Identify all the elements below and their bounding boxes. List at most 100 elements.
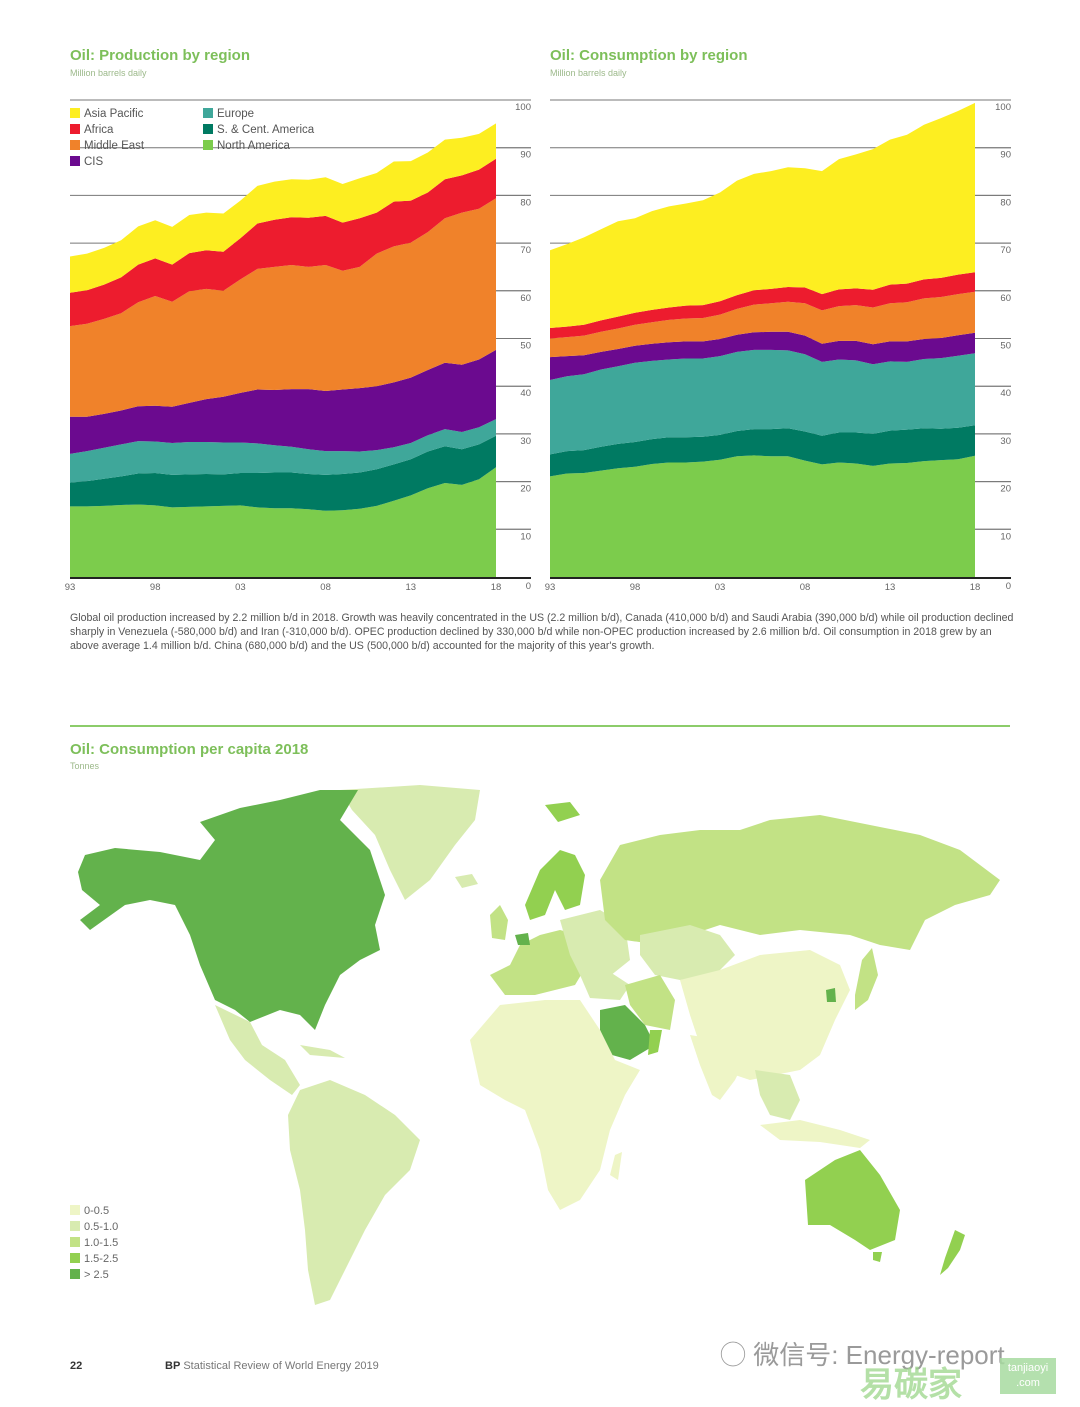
area-north-america xyxy=(550,455,975,577)
legend-label: Middle East xyxy=(84,140,145,152)
x-tick-label: 98 xyxy=(150,582,161,593)
y-tick-label: 40 xyxy=(520,388,531,399)
x-tick-label: 08 xyxy=(320,582,331,593)
y-tick-label: 60 xyxy=(1000,293,1011,304)
map-region-indonesia xyxy=(760,1120,870,1148)
area-africa xyxy=(70,158,496,327)
swatch-icon xyxy=(70,1269,80,1279)
legend-label: Asia Pacific xyxy=(84,108,144,120)
map-region-se-asia xyxy=(755,1070,800,1120)
page-number: 22 xyxy=(70,1360,83,1372)
legend-label: 0.5-1.0 xyxy=(84,1221,119,1233)
watermark-logo: 易碳家 xyxy=(860,1366,962,1404)
area-series xyxy=(550,102,975,577)
legend-item-africa: Africa xyxy=(70,123,113,137)
y-tick-label: 60 xyxy=(520,293,531,304)
map-legend-item: 1.0-1.5 xyxy=(70,1235,118,1251)
map-legend-item: 1.5-2.5 xyxy=(70,1251,118,1267)
area-asia-pacific xyxy=(70,123,496,293)
legend-label: 0-0.5 xyxy=(84,1205,110,1217)
x-tick-label: 03 xyxy=(235,582,246,593)
swatch-icon xyxy=(70,1205,80,1215)
y-tick-label: 90 xyxy=(1000,150,1011,161)
legend-item-europe: Europe xyxy=(203,107,254,121)
legend-label: Africa xyxy=(84,124,114,136)
world-map xyxy=(78,785,1000,1305)
legend-item-asia-pacific: Asia Pacific xyxy=(70,107,143,121)
y-tick-label: 40 xyxy=(1000,388,1011,399)
section-divider xyxy=(70,725,1010,727)
consumption-chart-subtitle: Million barrels daily xyxy=(550,68,627,78)
legend-item-middle-east: Middle East xyxy=(70,139,144,153)
area-series xyxy=(70,123,496,577)
map-region-turkey xyxy=(580,972,630,1000)
x-tick-label: 13 xyxy=(885,582,896,593)
y-tick-label: 20 xyxy=(520,484,531,495)
area-s-cent-america xyxy=(550,425,975,477)
y-tick-label: 0 xyxy=(526,581,531,592)
area-cis xyxy=(70,349,496,454)
map-region-caribbean xyxy=(300,1045,345,1058)
y-tick-label: 80 xyxy=(520,197,531,208)
map-region-western-europe xyxy=(490,930,590,995)
map-region-benelux xyxy=(515,933,530,945)
legend-item-s-cent-america: S. & Cent. America xyxy=(203,123,314,137)
swatch-icon xyxy=(203,108,213,118)
legend-label: North America xyxy=(217,140,290,152)
area-asia-pacific xyxy=(550,102,975,329)
area-europe xyxy=(550,349,975,455)
swatch-icon xyxy=(70,1253,80,1263)
map-region-saudi-arabia xyxy=(600,1005,655,1060)
map-title: Oil: Consumption per capita 2018 xyxy=(70,741,309,758)
map-region-new-zealand xyxy=(940,1230,965,1275)
map-legend-item: > 2.5 xyxy=(70,1267,118,1283)
y-tick-label: 70 xyxy=(520,245,531,256)
map-region-russia xyxy=(600,815,1000,950)
body-text: Global oil production increased by 2.2 m… xyxy=(70,612,1014,652)
map-region-south-korea xyxy=(826,988,836,1002)
area-middle-east xyxy=(70,198,496,417)
area-middle-east xyxy=(550,291,975,358)
footer-publication: Statistical Review of World Energy 2019 xyxy=(183,1360,379,1372)
swatch-icon xyxy=(70,1237,80,1247)
swatch-icon xyxy=(70,124,80,134)
map-legend-item: 0.5-1.0 xyxy=(70,1219,118,1235)
area-europe xyxy=(70,419,496,483)
x-tick-label: 08 xyxy=(800,582,811,593)
y-tick-label: 50 xyxy=(520,341,531,352)
legend-item-cis: CIS xyxy=(70,155,103,169)
legend-label: > 2.5 xyxy=(84,1269,109,1281)
area-africa xyxy=(550,272,975,339)
x-tick-label: 98 xyxy=(630,582,641,593)
y-tick-label: 30 xyxy=(1000,436,1011,447)
area-north-america xyxy=(70,467,496,577)
legend-item-north-america: North America xyxy=(203,139,290,153)
y-tick-label: 10 xyxy=(1000,531,1011,542)
x-tick-label: 93 xyxy=(545,582,556,593)
watermark-badge: tanjiaoyi .com xyxy=(1000,1358,1056,1394)
x-tick-label: 18 xyxy=(970,582,981,593)
map-region-japan xyxy=(855,948,878,1010)
y-tick-label: 100 xyxy=(995,102,1011,113)
y-tick-label: 30 xyxy=(520,436,531,447)
x-tick-label: 93 xyxy=(65,582,76,593)
legend-label: S. & Cent. America xyxy=(217,124,315,136)
legend-label: Europe xyxy=(217,108,255,120)
consumption-chart-title: Oil: Consumption by region xyxy=(550,47,748,64)
map-region-iceland xyxy=(455,874,478,888)
map-region-india xyxy=(690,1035,745,1100)
production-chart-title: Oil: Production by region xyxy=(70,47,250,64)
map-subtitle: Tonnes xyxy=(70,761,100,771)
map-region-scandinavia xyxy=(525,850,585,920)
map-region-africa xyxy=(470,1000,640,1210)
x-tick-label: 03 xyxy=(715,582,726,593)
map-region-mexico xyxy=(215,1005,300,1095)
map-region-oman xyxy=(648,1030,662,1055)
watermark-wechat: ◯ 微信号: Energy-report xyxy=(720,1335,1005,1372)
swatch-icon xyxy=(70,1221,80,1231)
map-legend: 0-0.5 0.5-1.0 1.0-1.5 1.5-2.5 > 2.5 xyxy=(70,1203,118,1283)
y-tick-label: 80 xyxy=(1000,197,1011,208)
production-chart-subtitle: Million barrels daily xyxy=(70,68,147,78)
y-tick-label: 70 xyxy=(1000,245,1011,256)
map-region-greenland xyxy=(340,785,480,900)
